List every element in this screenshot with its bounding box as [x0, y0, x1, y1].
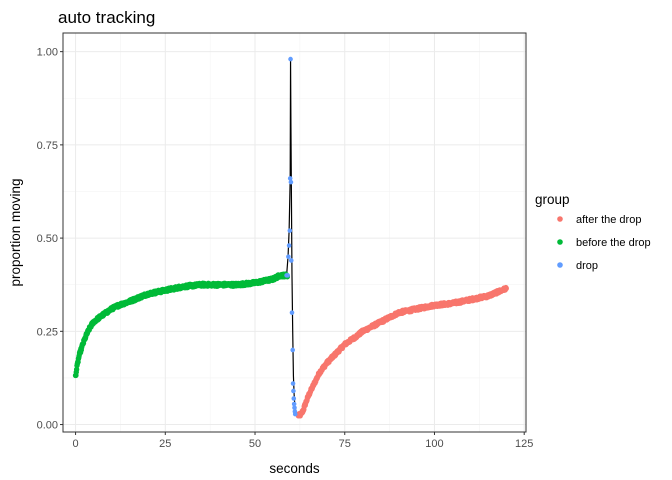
- data-point: [286, 254, 291, 260]
- legend-key: [557, 262, 563, 268]
- data-point: [288, 258, 294, 263]
- data-point: [285, 273, 290, 278]
- plot-panel-border: [62, 32, 527, 433]
- y-tick-label: 0.25: [37, 326, 58, 338]
- y-tick-label: 0.50: [37, 233, 58, 245]
- series-drop: [284, 56, 298, 417]
- drop-connector-line: [286, 59, 299, 416]
- y-axis-title: proportion moving: [8, 178, 23, 286]
- connector-line-layer: [286, 59, 299, 416]
- y-tick-label: 1.00: [37, 47, 58, 59]
- y-tick-label: 0.00: [37, 420, 58, 432]
- data-points-layer: [72, 56, 509, 419]
- data-point: [286, 243, 292, 248]
- x-tick-label: 125: [515, 438, 533, 450]
- data-point: [292, 411, 298, 417]
- data-point: [291, 388, 296, 394]
- grid-lines: [63, 33, 526, 432]
- x-tick-label: 25: [159, 438, 171, 450]
- x-axis-title: seconds: [269, 461, 320, 476]
- data-point: [292, 405, 297, 411]
- data-point: [291, 401, 297, 407]
- data-point: [288, 56, 293, 62]
- legend-key: [557, 216, 563, 222]
- x-tick-label: 0: [72, 438, 78, 450]
- legend-label: before the drop: [576, 237, 651, 249]
- legend-title: group: [535, 192, 570, 207]
- data-point: [288, 179, 294, 185]
- legend-key: [557, 239, 563, 245]
- x-tick-label: 75: [339, 438, 351, 450]
- legend: group after the drop before the drop drop: [535, 192, 651, 272]
- data-point: [287, 176, 293, 181]
- data-point: [290, 347, 296, 353]
- data-point: [291, 396, 297, 401]
- x-tick-label: 100: [425, 438, 443, 450]
- data-point: [290, 381, 296, 386]
- data-point: [503, 285, 509, 292]
- data-point: [287, 228, 293, 233]
- y-tick-label: 0.75: [37, 140, 58, 152]
- chart-title: auto tracking: [58, 8, 155, 27]
- axes-layer: 0 25 50 75 100 125 0.00 0.25 0.50 0.75 1.00: [37, 47, 534, 450]
- legend-label: drop: [576, 260, 598, 272]
- data-point: [289, 310, 295, 315]
- series-after-the-drop: [295, 284, 509, 419]
- series-before-the-drop: [72, 271, 291, 379]
- legend-label: after the drop: [576, 214, 641, 226]
- x-tick-label: 50: [249, 438, 261, 450]
- legend-items: after the drop before the drop drop: [557, 214, 651, 272]
